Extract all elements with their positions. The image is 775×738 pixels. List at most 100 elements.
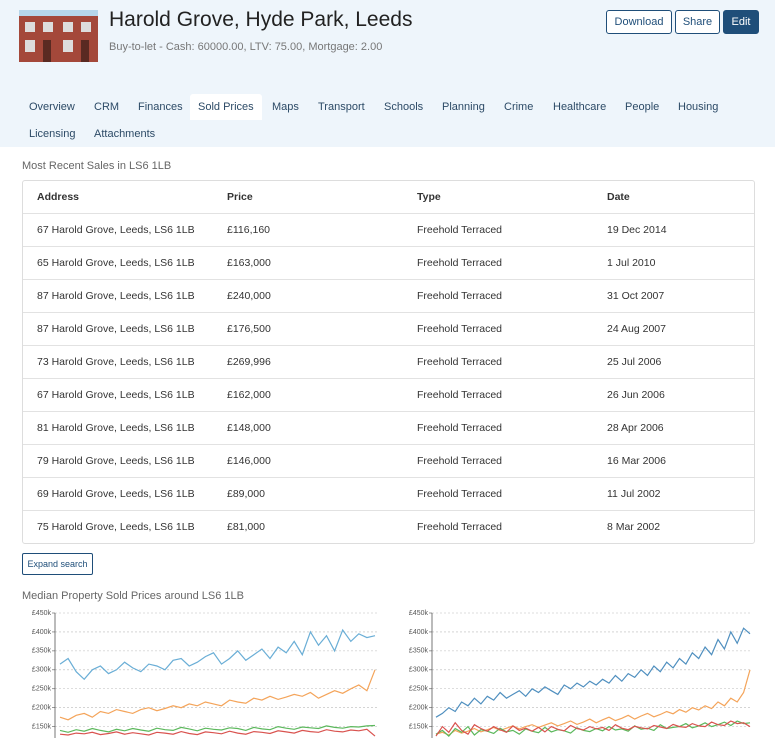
tab[interactable]: Planning	[442, 101, 485, 113]
table-cell: 24 Aug 2007	[607, 323, 666, 335]
table-cell: Freehold Terraced	[417, 389, 503, 401]
y-tick-label: £450k	[32, 610, 52, 617]
table-row: 81 Harold Grove, Leeds, LS6 1LB £148,000 F…	[23, 411, 754, 445]
column-header: Type	[417, 191, 441, 203]
table-cell: £116,160	[227, 224, 271, 236]
table-cell: Freehold Terraced	[417, 455, 503, 467]
tab[interactable]: Licensing	[29, 128, 76, 140]
table-cell: £81,000	[227, 521, 265, 533]
line-series	[59, 724, 376, 733]
column-header: Date	[607, 191, 630, 203]
table-cell: Freehold Terraced	[417, 290, 503, 302]
tab[interactable]: Finances	[138, 101, 183, 113]
charts: £150k £200k £250k £300k £350k £400k £450k £150k…	[32, 610, 752, 738]
table-cell: 16 Mar 2006	[607, 455, 666, 467]
tab[interactable]: Schools	[384, 101, 424, 113]
table-cell: 31 Oct 2007	[607, 290, 665, 302]
table-cell: 69 Harold Grove, Leeds, LS6 1LB	[37, 488, 195, 500]
table-cell: Freehold Terraced	[417, 257, 503, 269]
table-cell: 67 Harold Grove, Leeds, LS6 1LB	[37, 389, 195, 401]
table-cell: 65 Harold Grove, Leeds, LS6 1LB	[37, 257, 195, 269]
table-cell: 79 Harold Grove, Leeds, LS6 1LB	[37, 455, 195, 467]
tab[interactable]: Attachments	[94, 128, 156, 140]
table-cell: £148,000	[227, 422, 271, 434]
table-cell: 19 Dec 2014	[607, 224, 667, 236]
page-title: Harold Grove, Hyde Park, Leeds	[109, 8, 413, 31]
tab[interactable]: CRM	[94, 101, 120, 113]
table-cell: 87 Harold Grove, Leeds, LS6 1LB	[37, 323, 195, 335]
table-row: 67 Harold Grove, Leeds, LS6 1LB £116,160 F…	[23, 213, 754, 247]
column-header: Address	[37, 191, 80, 203]
table-cell: 1 Jul 2010	[607, 257, 656, 269]
table-cell: £163,000	[227, 257, 271, 269]
y-tick-label: £300k	[409, 667, 429, 674]
property-photo	[19, 10, 98, 62]
line-series	[435, 720, 751, 737]
tab[interactable]: Healthcare	[553, 101, 607, 113]
line-series	[59, 628, 376, 681]
tab[interactable]: People	[625, 101, 660, 113]
table-row: 73 Harold Grove, Leeds, LS6 1LB £269,996 F…	[23, 345, 754, 379]
column-header: Price	[227, 191, 253, 203]
table-row: 87 Harold Grove, Leeds, LS6 1LB £176,500 F…	[23, 312, 754, 346]
line-series	[59, 728, 376, 737]
table-row: 69 Harold Grove, Leeds, LS6 1LB £89,000 Fr…	[23, 477, 754, 511]
table-cell: Freehold Terraced	[417, 488, 503, 500]
y-tick-label: £200k	[409, 705, 429, 712]
table-cell: 28 Apr 2006	[607, 422, 664, 434]
tab[interactable]: Transport	[318, 101, 365, 113]
table-cell: 81 Harold Grove, Leeds, LS6 1LB	[37, 422, 195, 434]
download-button[interactable]: Download	[606, 10, 672, 34]
section-title: Median Property Sold Prices around LS6 1…	[22, 590, 244, 602]
tab[interactable]: Crime	[504, 101, 534, 113]
table-row: 67 Harold Grove, Leeds, LS6 1LB £162,000 F…	[23, 378, 754, 412]
tab[interactable]: Housing	[678, 101, 719, 113]
table-cell: £176,500	[227, 323, 271, 335]
table-row: 75 Harold Grove, Leeds, LS6 1LB £81,000 Fr…	[23, 510, 754, 544]
table-cell: £240,000	[227, 290, 271, 302]
table-cell: Freehold Terraced	[417, 521, 503, 533]
table-cell: £89,000	[227, 488, 265, 500]
table-cell: £146,000	[227, 455, 271, 467]
expand-button[interactable]: Expand search	[22, 553, 93, 575]
line-series	[435, 627, 751, 718]
y-tick-label: £300k	[32, 667, 52, 674]
table-cell: Freehold Terraced	[417, 422, 503, 434]
header: Harold Grove, Hyde Park, Leeds Buy-to-le…	[0, 0, 775, 147]
table-cell: Freehold Terraced	[417, 356, 503, 368]
table-cell: 25 Jul 2006	[607, 356, 662, 368]
table-cell: 75 Harold Grove, Leeds, LS6 1LB	[37, 521, 195, 533]
tab[interactable]: Maps	[272, 101, 299, 113]
y-tick-label: £400k	[32, 629, 52, 636]
table-row: 79 Harold Grove, Leeds, LS6 1LB £146,000 F…	[23, 444, 754, 478]
table-cell: £269,996	[227, 356, 271, 368]
share-button[interactable]: Share	[675, 10, 720, 34]
table-cell: Freehold Terraced	[417, 224, 503, 236]
line-series	[435, 720, 751, 737]
section-title: Most Recent Sales in LS6 1LB	[22, 160, 172, 172]
table-cell: 8 Mar 2002	[607, 521, 661, 533]
table-cell: 26 Jun 2006	[607, 389, 665, 401]
table-cell: 87 Harold Grove, Leeds, LS6 1LB	[37, 290, 195, 302]
table-header: Address Price Type Date	[23, 181, 754, 214]
line-series	[435, 669, 751, 736]
tab[interactable]: Overview	[29, 101, 75, 113]
tab-active[interactable]: Sold Prices	[190, 94, 262, 120]
table-cell: 67 Harold Grove, Leeds, LS6 1LB	[37, 224, 195, 236]
table-cell: 73 Harold Grove, Leeds, LS6 1LB	[37, 356, 195, 368]
table-cell: Freehold Terraced	[417, 323, 503, 335]
y-tick-label: £250k	[32, 686, 52, 693]
line-series	[59, 669, 376, 721]
y-tick-label: £400k	[409, 629, 429, 636]
edit-button[interactable]: Edit	[723, 10, 759, 34]
sales-table: Address Price Type Date 67 Harold Grove, Lee…	[22, 180, 755, 544]
y-tick-label: £350k	[32, 648, 52, 655]
table-row: 87 Harold Grove, Leeds, LS6 1LB £240,000 F…	[23, 279, 754, 313]
y-tick-label: £150k	[409, 723, 429, 730]
y-tick-label: £200k	[32, 705, 52, 712]
table-row: 65 Harold Grove, Leeds, LS6 1LB £163,000 F…	[23, 246, 754, 280]
y-tick-label: £350k	[409, 648, 429, 655]
y-tick-label: £150k	[32, 723, 52, 730]
y-tick-label: £450k	[409, 610, 429, 617]
